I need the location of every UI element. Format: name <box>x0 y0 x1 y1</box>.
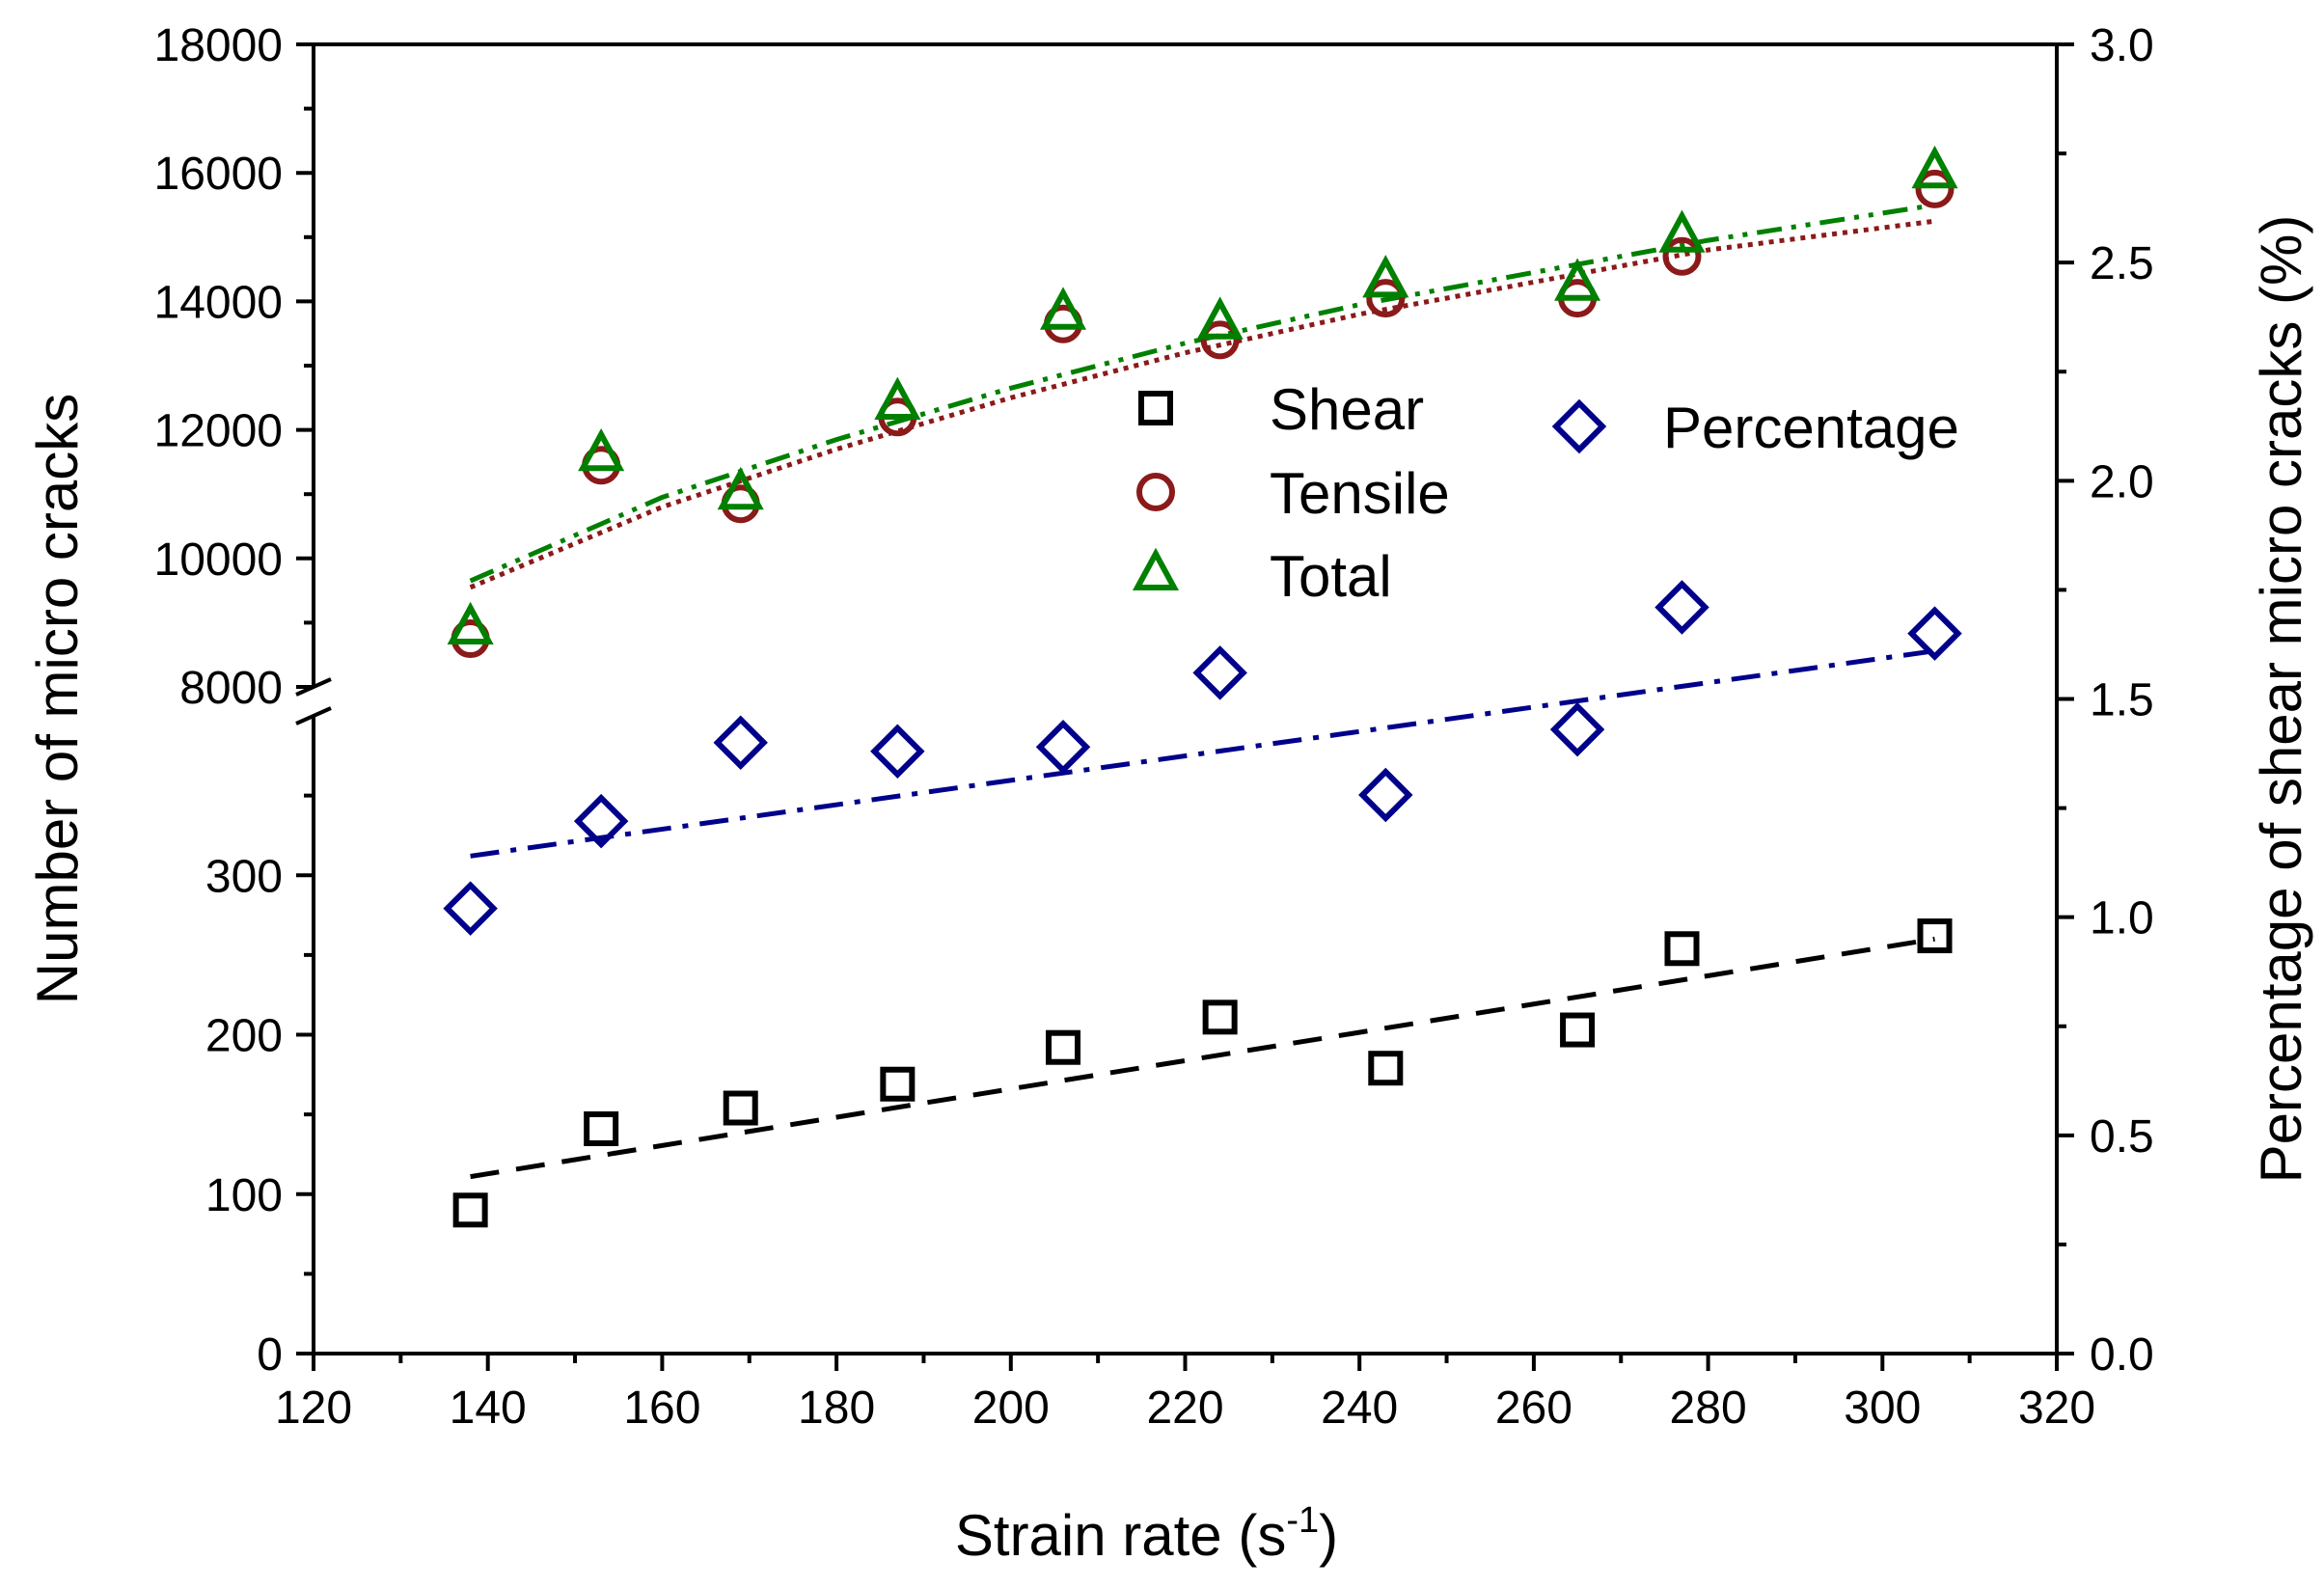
y-right-tick-label: 2.5 <box>2090 238 2154 289</box>
x-tick-label: 140 <box>450 1383 527 1434</box>
y-right-tick-label: 1.0 <box>2090 893 2154 945</box>
y-left-tick-label: 10000 <box>154 534 283 586</box>
x-axis-title-close: ) <box>1319 1503 1338 1568</box>
shear-point <box>1917 918 1953 954</box>
axis-titles: Strain rate (s-1) Number of micro cracks P… <box>25 215 2313 1568</box>
y-left-tick-label: 300 <box>205 851 283 902</box>
shear-point <box>723 1090 758 1126</box>
total-point <box>1554 258 1601 301</box>
x-tick-label: 220 <box>1146 1383 1223 1434</box>
fit-line-total <box>469 203 1935 584</box>
x-tick-label: 320 <box>2018 1383 2095 1434</box>
tensile-point <box>1200 320 1240 360</box>
legend-item-tensile: Tensile <box>1136 461 1450 526</box>
axis-break-mark <box>295 706 332 726</box>
x-axis-title-superscript: -1 <box>1286 1500 1319 1541</box>
total-point <box>1911 145 1958 189</box>
y-left-tick-label: 200 <box>205 1011 283 1062</box>
shear-point <box>1368 1051 1404 1086</box>
y-left-tick-label: 8000 <box>179 663 283 714</box>
fit-lines <box>469 203 1935 1180</box>
tensile-point <box>1366 279 1406 318</box>
percentage-point <box>1549 701 1605 757</box>
percentage-point <box>1035 720 1091 775</box>
fit-line-shear <box>470 936 1935 1180</box>
total-point <box>1362 255 1409 298</box>
tensile-point <box>1915 169 1955 208</box>
percentage-point <box>443 881 498 936</box>
shear-point <box>1202 999 1238 1035</box>
x-tick-label: 160 <box>623 1383 700 1434</box>
percentage-point <box>1358 767 1413 823</box>
y-right-tick-label: 0.0 <box>2090 1329 2154 1381</box>
percentage-point <box>1654 580 1709 635</box>
shear-point <box>584 1110 619 1146</box>
legend-circle-icon <box>1136 473 1175 511</box>
x-tick-label: 260 <box>1495 1383 1572 1434</box>
y-left-tick-label: 0 <box>257 1329 283 1381</box>
total-point <box>578 427 625 472</box>
x-tick-label: 300 <box>1844 1383 1921 1434</box>
axes-group: 120 140 160 180 200 220 240 260 280 300 320 0 100 200… <box>154 20 2154 1434</box>
total-point <box>447 601 494 645</box>
shear-point <box>1664 931 1700 967</box>
x-axis-title-main: Strain rate (s <box>955 1503 1286 1568</box>
legend-item-total: Total <box>1132 544 1392 609</box>
legend-triangle-icon <box>1132 547 1180 590</box>
y-left-tick-label: 100 <box>205 1170 283 1221</box>
x-tick-label: 240 <box>1321 1383 1398 1434</box>
percentage-point <box>1192 645 1247 700</box>
x-axis-title: Strain rate (s-1) <box>955 1500 1338 1568</box>
shear-point <box>1046 1029 1081 1065</box>
y-left-tick-label: 12000 <box>154 406 283 457</box>
legend-item-shear: Shear <box>1138 377 1424 442</box>
legend-label: Tensile <box>1270 461 1450 526</box>
x-tick-label: 120 <box>275 1383 352 1434</box>
x-tick-label: 200 <box>972 1383 1050 1434</box>
tensile-point <box>1662 236 1702 276</box>
x-tick-label: 280 <box>1670 1383 1747 1434</box>
percentage-point <box>1907 606 1962 661</box>
shear-point <box>1560 1012 1596 1048</box>
fit-line-percentage <box>470 648 1935 859</box>
y-right-tick-label: 3.0 <box>2090 20 2154 71</box>
legend-square-icon <box>1138 391 1173 425</box>
y-left-tick-label: 14000 <box>154 277 283 328</box>
total-point <box>874 376 921 420</box>
legend-label: Shear <box>1270 377 1424 442</box>
legend: Shear Tensile Total Percentage <box>1132 377 1959 609</box>
y-right-tick-label: 1.5 <box>2090 675 2154 726</box>
x-tick-label: 180 <box>798 1383 875 1434</box>
y-left-tick-label: 16000 <box>154 149 283 200</box>
data-markers <box>443 145 1962 1228</box>
fit-line-tensile <box>469 218 1935 590</box>
y-right-tick-label: 0.5 <box>2090 1111 2154 1163</box>
legend-diamond-icon <box>1551 398 1607 454</box>
total-point <box>1039 287 1087 330</box>
legend-item-percentage: Percentage <box>1551 396 1959 460</box>
total-point <box>1658 209 1706 253</box>
y-right-tick-label: 2.0 <box>2090 456 2154 507</box>
percentage-point <box>870 724 925 780</box>
y-right-axis-title: Percentage of shear micro cracks (%) <box>2249 215 2313 1184</box>
total-point <box>1196 296 1244 340</box>
legend-label: Total <box>1270 544 1392 609</box>
shear-point <box>880 1066 916 1102</box>
percentage-point <box>573 793 629 849</box>
y-left-axis-title: Number of micro cracks <box>25 394 90 1004</box>
percentage-point <box>713 715 768 770</box>
shear-point <box>452 1192 488 1228</box>
legend-label: Percentage <box>1663 396 1959 460</box>
y-left-tick-label: 18000 <box>154 20 283 71</box>
total-point <box>717 466 764 510</box>
